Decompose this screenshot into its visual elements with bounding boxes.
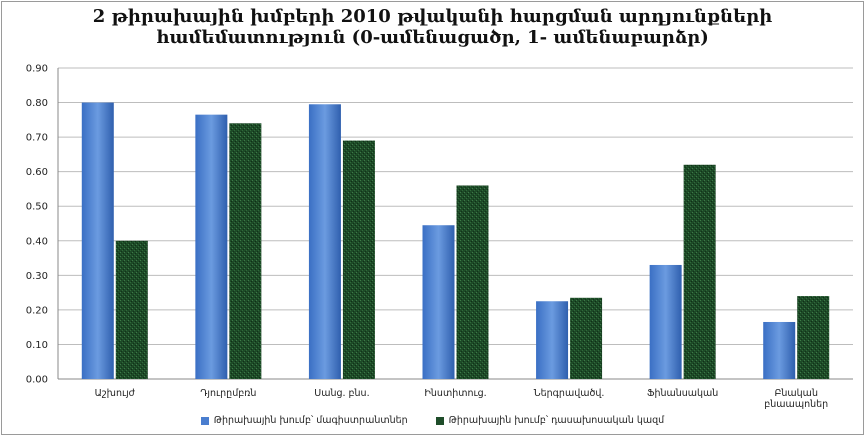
axis-layer: 0.00 0.10 0.20 0.30 0.40 0.50 0.60 0.70 0.80 0.90… <box>26 64 828 411</box>
legend-swatch-green <box>435 416 444 425</box>
bar-students <box>763 321 796 379</box>
legend-item-faculty: Թիրախային խումբ՝ դասախոսական կազմ <box>435 415 665 426</box>
x-category-label: Դյուրըմբռն <box>200 388 256 399</box>
bar-students <box>536 301 569 379</box>
bar-faculty <box>229 123 262 380</box>
chart-legend: Թիրախային խումբ՝ մագիստրանտներ Թիրախային… <box>0 415 865 426</box>
bars-layer <box>81 102 830 380</box>
bar-faculty <box>797 296 830 379</box>
y-tick-label: 0.10 <box>26 340 48 351</box>
x-category-label: Աշխույժ <box>95 388 136 399</box>
y-tick-label: 0.20 <box>26 305 48 316</box>
bar-students <box>195 114 228 380</box>
bar-students <box>308 104 341 380</box>
legend-swatch-blue <box>200 416 209 425</box>
bar-faculty <box>456 185 489 379</box>
x-category-label: Սանց. բնս. <box>314 388 369 399</box>
bar-students <box>649 264 682 379</box>
bar-students <box>422 225 455 379</box>
x-category-label: Ներգրավածվ. <box>534 388 605 399</box>
legend-label-students: Թիրախային խումբ՝ մագիստրանտներ <box>213 415 408 426</box>
y-tick-label: 0.90 <box>26 64 48 75</box>
chart-title-line-2: համեմատություն (0-ամենացածր, 1- ամենաբար… <box>156 27 709 48</box>
x-category-label: բնաապոներ <box>764 399 828 410</box>
y-tick-label: 0.30 <box>26 271 48 282</box>
chart-title-line-1: 2 թիրախային խմբերի 2010 թվականի հարցման … <box>92 6 773 27</box>
x-category-label: Ինստիտուց. <box>424 388 486 399</box>
y-tick-label: 0.60 <box>26 167 48 178</box>
y-tick-label: 0.70 <box>26 133 48 144</box>
bar-faculty <box>683 164 716 379</box>
bar-faculty <box>115 240 148 379</box>
bar-students <box>81 102 114 380</box>
legend-label-faculty: Թիրախային խումբ՝ դասախոսական կազմ <box>448 415 665 426</box>
bar-faculty <box>570 297 603 379</box>
x-category-label: Բնական <box>774 388 818 399</box>
chart-title: 2 թիրախային խմբերի 2010 թվականի հարցման … <box>0 6 865 48</box>
x-category-label: Ֆինանսական <box>647 388 718 399</box>
y-tick-label: 0.00 <box>26 375 48 386</box>
y-tick-label: 0.80 <box>26 98 48 109</box>
y-tick-label: 0.40 <box>26 236 48 247</box>
grid-layer <box>58 67 853 380</box>
y-tick-label: 0.50 <box>26 202 48 213</box>
legend-item-students: Թիրախային խումբ՝ մագիստրանտներ <box>200 415 408 426</box>
bar-faculty <box>342 140 375 379</box>
